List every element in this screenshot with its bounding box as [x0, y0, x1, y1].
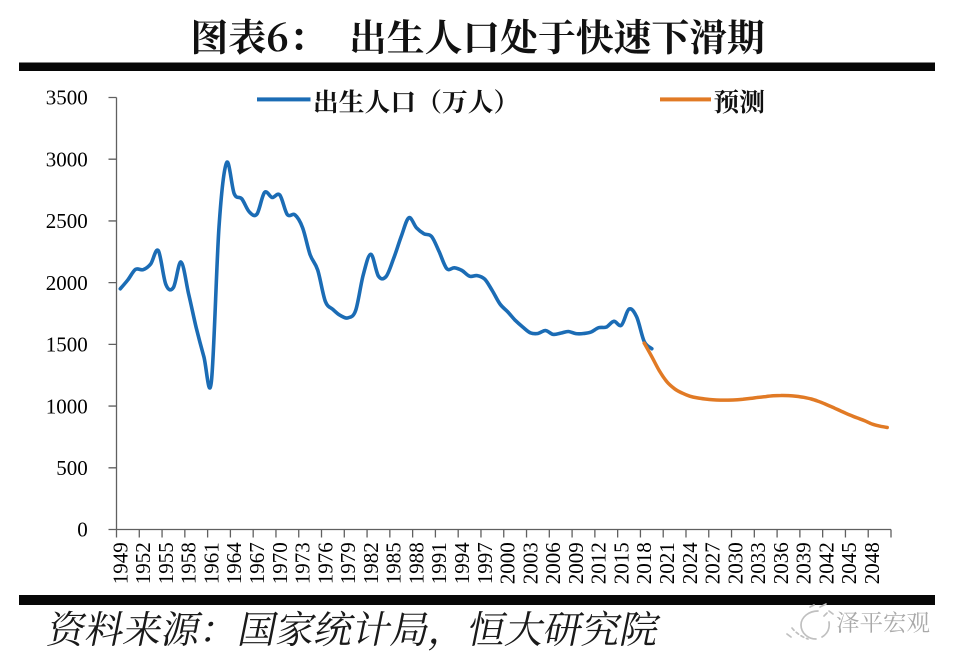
svg-text:2036: 2036 [769, 542, 793, 584]
svg-text:2021: 2021 [655, 542, 679, 584]
svg-text:2033: 2033 [746, 542, 770, 584]
svg-text:2039: 2039 [792, 542, 816, 584]
svg-text:2015: 2015 [609, 542, 633, 584]
svg-text:1955: 1955 [154, 542, 178, 584]
svg-text:2003: 2003 [518, 542, 542, 584]
svg-text:1976: 1976 [313, 542, 337, 584]
svg-text:1991: 1991 [427, 542, 451, 584]
svg-text:1988: 1988 [404, 542, 428, 584]
svg-text:2027: 2027 [701, 542, 725, 584]
svg-text:1961: 1961 [199, 542, 223, 584]
svg-text:3000: 3000 [46, 147, 88, 171]
svg-text:1970: 1970 [268, 542, 292, 584]
svg-text:2018: 2018 [632, 542, 656, 584]
svg-text:1500: 1500 [46, 333, 88, 357]
svg-text:2009: 2009 [564, 542, 588, 584]
svg-text:2045: 2045 [837, 542, 861, 584]
svg-text:500: 500 [56, 456, 88, 480]
svg-text:2042: 2042 [815, 542, 839, 584]
svg-text:2012: 2012 [587, 542, 611, 584]
svg-text:1973: 1973 [291, 542, 315, 584]
svg-text:1985: 1985 [382, 542, 406, 584]
svg-text:1964: 1964 [222, 542, 246, 585]
svg-text:2048: 2048 [860, 542, 884, 584]
svg-text:1958: 1958 [177, 542, 201, 584]
svg-text:3500: 3500 [46, 86, 88, 110]
svg-text:1994: 1994 [450, 542, 474, 585]
svg-text:2030: 2030 [723, 542, 747, 584]
svg-text:1952: 1952 [131, 542, 155, 584]
svg-text:1997: 1997 [473, 542, 497, 584]
svg-text:1982: 1982 [359, 542, 383, 584]
svg-text:0: 0 [77, 518, 88, 542]
svg-text:1979: 1979 [336, 542, 360, 584]
svg-text:1967: 1967 [245, 542, 269, 584]
svg-text:2500: 2500 [46, 209, 88, 233]
svg-text:1949: 1949 [108, 542, 132, 584]
svg-text:1000: 1000 [46, 394, 88, 418]
svg-text:2024: 2024 [678, 542, 702, 585]
svg-text:2006: 2006 [541, 542, 565, 584]
svg-text:2000: 2000 [46, 271, 88, 295]
svg-text:2000: 2000 [496, 542, 520, 584]
